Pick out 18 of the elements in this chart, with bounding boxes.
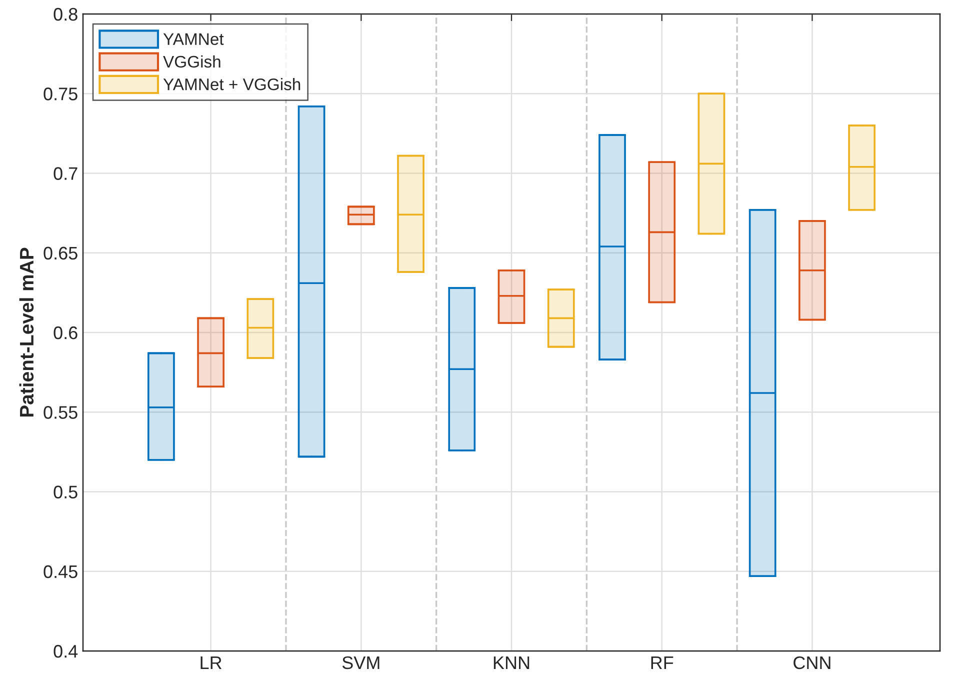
y-tick-label: 0.65 xyxy=(44,246,78,260)
x-tick-label: LR xyxy=(200,656,222,669)
y-tick-label: 0.5 xyxy=(54,486,78,498)
y-tick-label: 0.55 xyxy=(44,406,78,419)
y-axis-title: Patient-Level mAP xyxy=(19,248,34,417)
y-tick-label: 0.75 xyxy=(44,88,78,100)
legend-label: VGGish xyxy=(163,55,220,68)
legend-label: YAMNet xyxy=(163,33,224,45)
x-tick-label: SVM xyxy=(342,656,380,670)
x-tick-label: CNN xyxy=(794,656,830,670)
x-tick-label: RF xyxy=(651,656,674,669)
y-tick-label: 0.4 xyxy=(54,644,78,658)
y-tick-label: 0.6 xyxy=(54,326,78,340)
x-tick-label: KNN xyxy=(494,656,530,669)
y-tick-label: 0.7 xyxy=(54,167,78,180)
y-tick-label: 0.45 xyxy=(44,565,78,578)
y-tick-label: 0.8 xyxy=(54,8,78,21)
legend-label: YAMNet + VGGish xyxy=(163,78,300,90)
